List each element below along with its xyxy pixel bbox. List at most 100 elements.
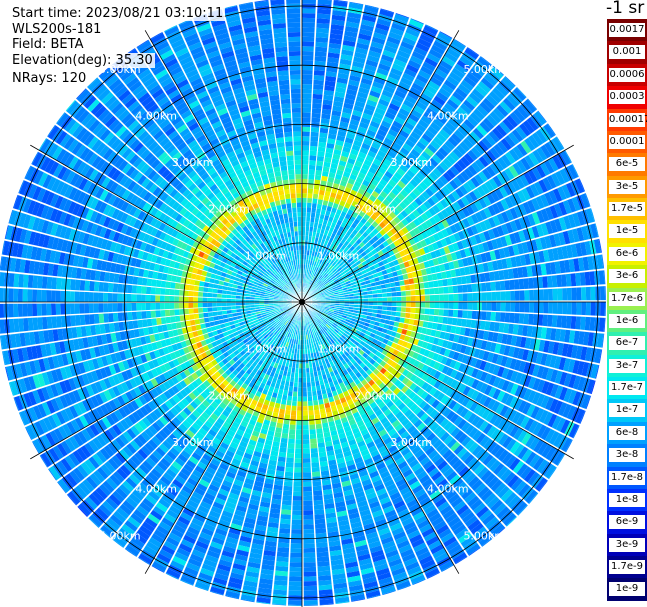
range-gate	[302, 410, 308, 416]
range-gate	[292, 391, 298, 397]
range-gate	[343, 35, 357, 43]
range-gate	[443, 294, 449, 302]
range-gate	[351, 169, 359, 177]
range-gate	[302, 140, 310, 146]
range-gate	[317, 199, 324, 205]
range-gate	[340, 180, 348, 187]
range-gate	[358, 151, 367, 159]
range-gate	[304, 249, 308, 255]
range-gate	[310, 452, 319, 459]
range-gate	[315, 423, 322, 430]
range-gate	[302, 22, 315, 28]
range-gate	[313, 227, 318, 233]
range-gate	[302, 79, 313, 85]
range-gate	[556, 274, 563, 288]
range-gate	[302, 88, 312, 94]
range-gate	[354, 51, 367, 60]
range-gate	[303, 590, 318, 596]
ray-gap	[301, 14, 412, 303]
range-gate	[276, 465, 285, 472]
range-gate	[433, 308, 440, 316]
range-gate	[505, 302, 511, 312]
range-gate	[294, 458, 302, 464]
range-gate	[570, 316, 577, 330]
range-gate	[322, 234, 328, 240]
ray-gap	[301, 4, 382, 303]
range-gate	[346, 132, 356, 140]
range-gate	[356, 156, 365, 164]
range-gate	[361, 19, 376, 28]
range-gate	[314, 60, 326, 67]
range-gate	[295, 429, 302, 435]
range-gate	[311, 203, 317, 209]
range-gate	[329, 33, 343, 40]
range-gate	[283, 481, 293, 487]
range-gate	[423, 314, 430, 322]
range-gate	[485, 282, 492, 292]
range-gate	[335, 86, 346, 94]
range-gate	[302, 443, 310, 449]
range-gate	[303, 547, 316, 553]
range-gate	[319, 264, 324, 270]
range-gate	[294, 453, 302, 459]
range-gate	[324, 152, 333, 159]
range-gate	[314, 272, 319, 278]
range-gate	[437, 279, 444, 287]
range-gate	[278, 451, 287, 458]
range-gate	[438, 309, 444, 316]
range-gate	[332, 228, 339, 235]
range-gate	[312, 276, 317, 282]
range-gate	[297, 387, 302, 392]
range-gate	[316, 155, 325, 162]
range-gate	[302, 254, 305, 260]
range-gate	[326, 142, 335, 149]
range-gate	[466, 310, 473, 319]
range-gate	[314, 513, 325, 520]
range-gate	[315, 267, 319, 273]
range-gate	[302, 159, 309, 165]
range-gate	[290, 543, 302, 549]
range-gate	[296, 410, 302, 416]
range-gate	[383, 85, 396, 94]
range-gate	[302, 103, 312, 109]
range-gate	[279, 447, 287, 453]
range-gate	[561, 274, 567, 287]
range-gate	[384, 111, 396, 120]
range-gate	[302, 84, 313, 90]
range-gate	[347, 11, 362, 20]
range-gate	[557, 288, 563, 301]
range-gate	[285, 466, 294, 473]
range-gate	[457, 310, 463, 318]
range-gate	[363, 295, 369, 299]
range-gate	[292, 495, 302, 501]
range-gate	[318, 399, 324, 405]
range-gate	[316, 18, 330, 24]
range-gate	[302, 235, 306, 241]
range-gate	[286, 400, 292, 406]
range-gate	[349, 119, 360, 126]
range-gate	[423, 282, 430, 289]
range-gate	[397, 49, 411, 60]
range-gate	[312, 103, 322, 109]
range-gate	[327, 241, 332, 247]
range-gate	[320, 248, 325, 255]
range-gate	[288, 590, 302, 596]
range-gate	[307, 396, 313, 402]
range-gate	[313, 79, 324, 86]
range-gate	[443, 286, 449, 294]
range-gate	[319, 408, 326, 415]
range-gate	[295, 443, 302, 449]
range-gate	[303, 557, 316, 563]
range-gate	[533, 302, 539, 313]
range-gate	[326, 205, 333, 212]
range-gate	[302, 212, 307, 217]
range-gate	[302, 406, 308, 411]
range-gate	[599, 286, 606, 301]
range-gate	[433, 287, 440, 295]
range-gate	[308, 236, 312, 242]
range-gate	[533, 289, 539, 301]
range-gate	[347, 157, 356, 165]
range-gate	[375, 133, 385, 142]
range-gate	[281, 504, 292, 511]
range-gate	[372, 294, 378, 298]
